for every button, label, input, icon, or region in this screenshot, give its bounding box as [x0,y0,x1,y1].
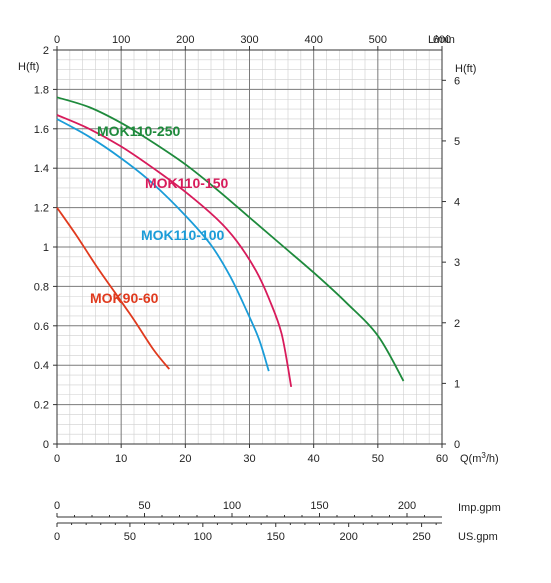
imp-gpm-tick-label: 150 [310,500,328,512]
x-top-tick-label: 200 [176,34,194,46]
imp-gpm-tick-label: 200 [398,500,416,512]
imp-gpm-tick-label: 50 [138,500,150,512]
x-top-tick-label: 400 [304,34,322,46]
y-tick-label: 1.2 [34,203,49,215]
series-label-mok110-250: MOK110-250 [97,123,180,139]
y-tick-label: 0.2 [34,400,49,412]
series-line-mok110-250 [56,96,405,382]
x-tick-label: 60 [436,453,448,465]
x-tick-label: 20 [179,453,191,465]
major-grid [57,50,442,444]
y-tick-label: 0.8 [34,281,49,293]
imp-gpm-label: Imp.gpm [458,502,501,514]
y-tick-label: 1.8 [34,84,49,96]
imp-gpm-tick-label: 100 [223,500,241,512]
y-axis-label: H(ft) [18,61,39,73]
x-axis-ticks: 0 10 20 30 40 50 60 [54,444,448,465]
x-top-tick-label: 500 [369,34,387,46]
x-tick-label: 50 [372,453,384,465]
us-gpm-tick-label: 0 [54,531,60,543]
x-top-tick-label: 0 [54,34,60,46]
series-label-mok110-100: MOK110-100 [141,227,224,243]
y-tick-label: 0.4 [34,360,49,372]
x-tick-label: 30 [243,453,255,465]
x-tick-label: 40 [308,453,320,465]
us-gpm-tick-label: 150 [267,531,285,543]
series-label-mok110-150: MOK110-150 [145,175,228,191]
x-top-tick-label: 100 [112,34,130,46]
y-axis-ticks: 0 0.2 0.4 0.6 0.8 1 1.2 1.4 1.6 1.8 2 [34,45,57,451]
x-tick-label: 10 [115,453,127,465]
us-gpm-tick-label: 50 [124,531,136,543]
y-right-tick-label: 5 [454,136,460,148]
y-right-tick-label: 2 [454,318,460,330]
y-tick-label: 0.6 [34,321,49,333]
us-gpm-tick-label: 250 [412,531,430,543]
y-tick-label: 0 [43,439,49,451]
series-line-mok110-100 [56,118,270,372]
series-line-mok90-60 [56,207,170,370]
imp-gpm-tick-label: 0 [54,500,60,512]
series-label-mok90-60: MOK90-60 [90,290,159,306]
y-tick-label: 2 [43,45,49,57]
y-tick-label: 1 [43,242,49,254]
x-tick-label: 0 [54,453,60,465]
us-gpm-label: US.gpm [458,531,498,543]
imp-gpm-axis: 0 50 100 150 200 [54,500,442,518]
us-gpm-tick-label: 200 [339,531,357,543]
y-tick-label: 1.6 [34,124,49,136]
x-top-axis-label: L/min [428,34,455,46]
y-right-axis-ticks: 0 1 2 3 4 5 6 [442,75,460,451]
series-labels: MOK110-250 MOK110-150 MOK110-100 MOK90-60 [90,123,228,306]
x-top-axis-ticks: 0 100 200 300 400 500 600 [54,34,451,50]
x-top-tick-label: 600 [433,34,451,46]
y-right-axis-label: H(ft) [455,63,476,75]
us-gpm-tick-label: 100 [194,531,212,543]
y-right-tick-label: 0 [454,439,460,451]
y-right-tick-label: 4 [454,197,460,209]
x-axis-label: Q(m3/h) [460,451,499,466]
y-tick-label: 1.4 [34,163,49,175]
series-line-mok110-150 [56,114,293,388]
y-right-tick-label: 1 [454,378,460,390]
us-gpm-axis: 0 50 100 150 200 250 [54,522,442,543]
x-top-tick-label: 300 [240,34,258,46]
y-right-tick-label: 6 [454,75,460,87]
y-right-tick-label: 3 [454,257,460,269]
series-lines [56,96,405,388]
